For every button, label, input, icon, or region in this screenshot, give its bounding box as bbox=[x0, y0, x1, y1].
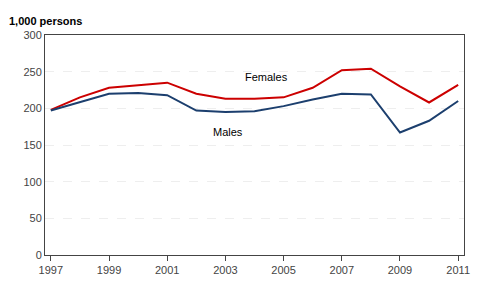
svg-text:150: 150 bbox=[23, 139, 41, 151]
svg-text:2009: 2009 bbox=[388, 264, 412, 276]
svg-text:1997: 1997 bbox=[39, 264, 63, 276]
svg-text:200: 200 bbox=[23, 102, 41, 114]
svg-text:2005: 2005 bbox=[271, 264, 295, 276]
svg-text:2007: 2007 bbox=[330, 264, 354, 276]
svg-text:0: 0 bbox=[36, 249, 42, 261]
svg-text:2011: 2011 bbox=[446, 264, 470, 276]
svg-text:2001: 2001 bbox=[155, 264, 179, 276]
svg-text:2003: 2003 bbox=[213, 264, 237, 276]
svg-text:250: 250 bbox=[23, 66, 41, 78]
svg-text:1999: 1999 bbox=[97, 264, 121, 276]
svg-text:1,000 persons: 1,000 persons bbox=[9, 15, 82, 27]
svg-text:Females: Females bbox=[245, 71, 288, 83]
svg-text:50: 50 bbox=[30, 212, 42, 224]
svg-text:Males: Males bbox=[213, 126, 243, 138]
svg-text:100: 100 bbox=[23, 176, 41, 188]
svg-text:300: 300 bbox=[23, 29, 41, 41]
